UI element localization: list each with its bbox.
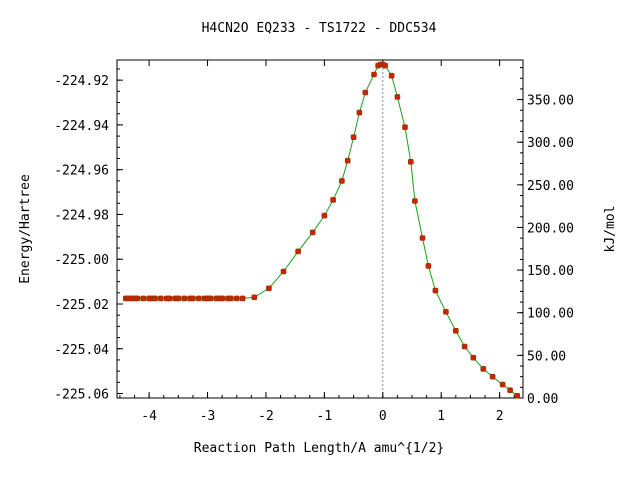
data-point xyxy=(425,263,432,269)
y-tick-label: -224.98 xyxy=(54,208,109,223)
data-point xyxy=(388,72,395,79)
y2-tick-label: 200.00 xyxy=(527,221,574,236)
data-point xyxy=(309,229,316,236)
y2-tick-label: 150.00 xyxy=(527,264,574,279)
y-tick-label: -225.02 xyxy=(54,298,109,313)
x-tick-label: -1 xyxy=(317,409,333,424)
data-point xyxy=(166,295,173,302)
y2-axis-label: kJ/mol xyxy=(603,206,618,253)
data-point xyxy=(228,295,234,302)
x-tick-label: 0 xyxy=(379,409,387,424)
data-point xyxy=(196,295,202,302)
data-point xyxy=(371,71,377,78)
data-point xyxy=(350,134,357,140)
x-tick-label: -2 xyxy=(258,409,274,424)
data-point xyxy=(190,295,196,302)
data-point xyxy=(280,268,287,275)
y-tick-label: -225.06 xyxy=(54,388,109,403)
data-point xyxy=(461,343,468,350)
data-point xyxy=(394,94,401,100)
data-point xyxy=(140,295,147,302)
data-point xyxy=(452,327,459,334)
data-point xyxy=(181,295,187,302)
data-point xyxy=(266,285,272,292)
data-point xyxy=(470,354,477,361)
data-point xyxy=(251,294,258,301)
y2-tick-label: 300.00 xyxy=(527,136,574,151)
data-point xyxy=(443,308,449,315)
data-point xyxy=(356,109,363,116)
data-point xyxy=(432,287,439,294)
x-tick-label: 1 xyxy=(437,409,445,424)
y2-tick-label: 250.00 xyxy=(527,179,574,194)
data-point xyxy=(507,387,513,394)
x-tick-label: 2 xyxy=(496,409,504,424)
data-point xyxy=(412,198,418,204)
x-tick-label: -4 xyxy=(141,409,157,424)
data-point xyxy=(219,295,225,302)
y2-tick-label: 100.00 xyxy=(527,307,574,322)
data-point xyxy=(480,366,487,372)
y2-tick-label: 0.00 xyxy=(527,392,558,407)
data-point xyxy=(239,295,246,302)
data-point xyxy=(382,62,388,69)
data-point xyxy=(152,295,158,302)
data-point xyxy=(402,124,408,130)
ticks-layer xyxy=(117,60,523,399)
data-point xyxy=(514,392,521,399)
y-tick-label: -224.96 xyxy=(54,164,109,179)
y2-tick-label: 350.00 xyxy=(527,94,574,109)
data-point xyxy=(499,381,506,388)
plot-frame xyxy=(116,59,524,399)
data-point xyxy=(362,89,369,96)
data-point xyxy=(344,157,351,164)
data-point xyxy=(407,159,414,165)
data-point xyxy=(339,178,345,184)
chart-title: H4CN2O EQ233 - TS1722 - DDC534 xyxy=(202,21,437,36)
data-point xyxy=(419,235,426,241)
data-point xyxy=(295,248,301,255)
y-tick-label: -225.00 xyxy=(54,253,109,268)
data-point xyxy=(321,212,328,219)
data-point xyxy=(489,373,496,380)
data-point xyxy=(158,295,164,302)
x-tick-label: -3 xyxy=(200,409,216,424)
y2-tick-label: 50.00 xyxy=(527,349,566,364)
data-point xyxy=(234,295,240,302)
y-tick-label: -224.92 xyxy=(54,74,109,89)
y-axis-label: Energy/Hartree xyxy=(18,174,33,284)
y-tick-label: -224.94 xyxy=(54,119,109,134)
tick-labels-layer: -4 -3 -2 -1 0 1 2 -224.92 -224.94 -224.96 -224.98 -… xyxy=(54,74,574,424)
y-tick-label: -225.04 xyxy=(54,343,109,358)
data-point xyxy=(330,197,336,203)
x-axis-label: Reaction Path Length/A amu^{1/2} xyxy=(194,441,444,456)
data-point xyxy=(134,295,141,302)
data-point xyxy=(175,295,182,302)
series-curve xyxy=(125,64,518,397)
data-points-layer xyxy=(123,61,521,399)
data-point xyxy=(207,295,214,302)
